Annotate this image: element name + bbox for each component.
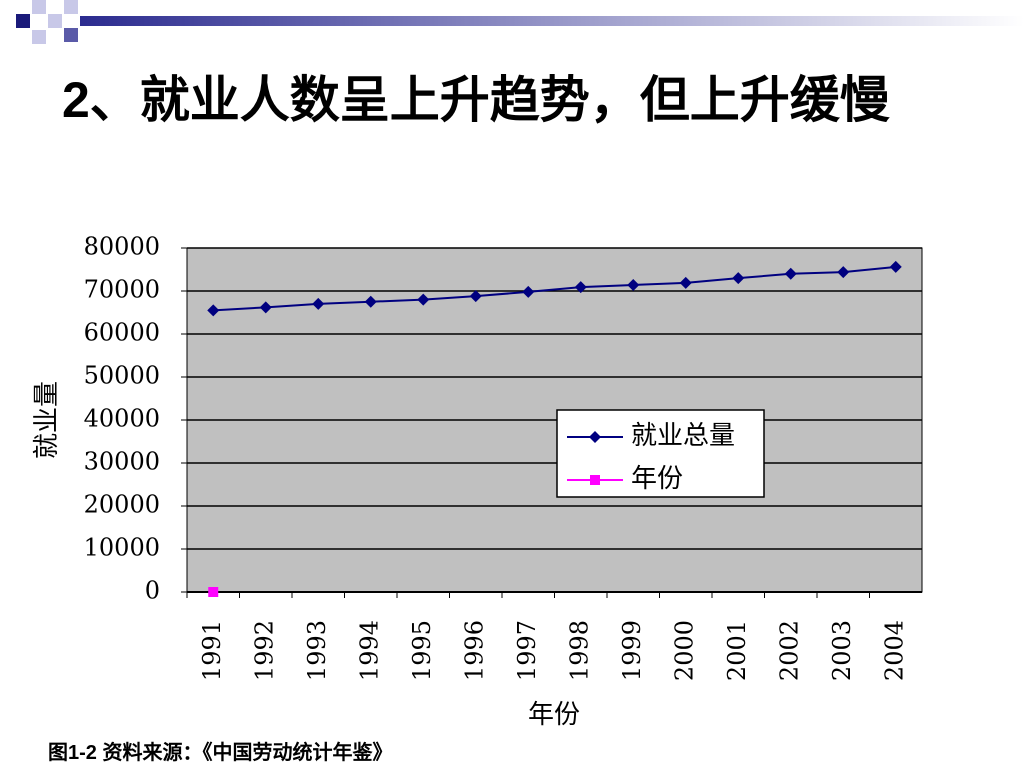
y-axis-label: 就业量 <box>32 381 62 459</box>
point <box>208 587 219 597</box>
x-tick-label: 1993 <box>303 620 331 681</box>
x-tick-label: 1991 <box>198 620 226 681</box>
point <box>784 267 797 280</box>
y-tick-label: 70000 <box>84 276 160 304</box>
x-tick-label: 1996 <box>460 620 488 681</box>
corner-decoration <box>16 0 1024 44</box>
legend-label: 就业总量 <box>631 421 735 451</box>
point <box>259 301 272 314</box>
point <box>627 278 640 291</box>
point <box>837 266 850 279</box>
point <box>364 295 377 308</box>
x-tick-label: 1994 <box>355 620 383 681</box>
point <box>469 290 482 303</box>
y-tick-label: 30000 <box>84 448 160 476</box>
x-tick-label: 1997 <box>513 620 541 681</box>
x-tick-label: 2002 <box>775 620 803 681</box>
x-tick-label: 1998 <box>565 620 593 681</box>
y-tick-label: 10000 <box>84 534 160 562</box>
y-tick-label: 40000 <box>84 405 160 433</box>
point <box>590 475 600 485</box>
x-tick-label: 2004 <box>880 620 908 681</box>
point <box>312 297 325 310</box>
x-tick-label: 2000 <box>670 620 698 681</box>
x-tick-label: 1999 <box>618 620 646 681</box>
x-tick-label: 1995 <box>408 620 436 681</box>
point <box>589 431 601 443</box>
x-tick-label: 2001 <box>723 620 751 681</box>
point <box>207 304 220 317</box>
y-tick-label: 60000 <box>84 319 160 347</box>
slide-title: 2、就业人数呈上升趋势，但上升缓慢 <box>62 72 890 128</box>
point <box>522 285 535 298</box>
legend-label: 年份 <box>631 464 683 494</box>
point <box>889 260 902 273</box>
series-line <box>213 265 896 312</box>
caption: 图1-2 资料来源：《中国劳动统计年鉴》 <box>48 742 393 764</box>
point <box>417 293 430 306</box>
x-tick-label: 1992 <box>250 620 278 681</box>
y-tick-label: 80000 <box>84 233 160 261</box>
x-axis-label: 年份 <box>528 700 580 730</box>
point <box>732 272 745 285</box>
point <box>574 281 587 294</box>
y-tick-label: 50000 <box>84 362 160 390</box>
point <box>679 276 692 289</box>
y-tick-label: 20000 <box>84 491 160 519</box>
x-tick-label: 2003 <box>828 620 856 681</box>
y-tick-label: 0 <box>145 577 160 605</box>
